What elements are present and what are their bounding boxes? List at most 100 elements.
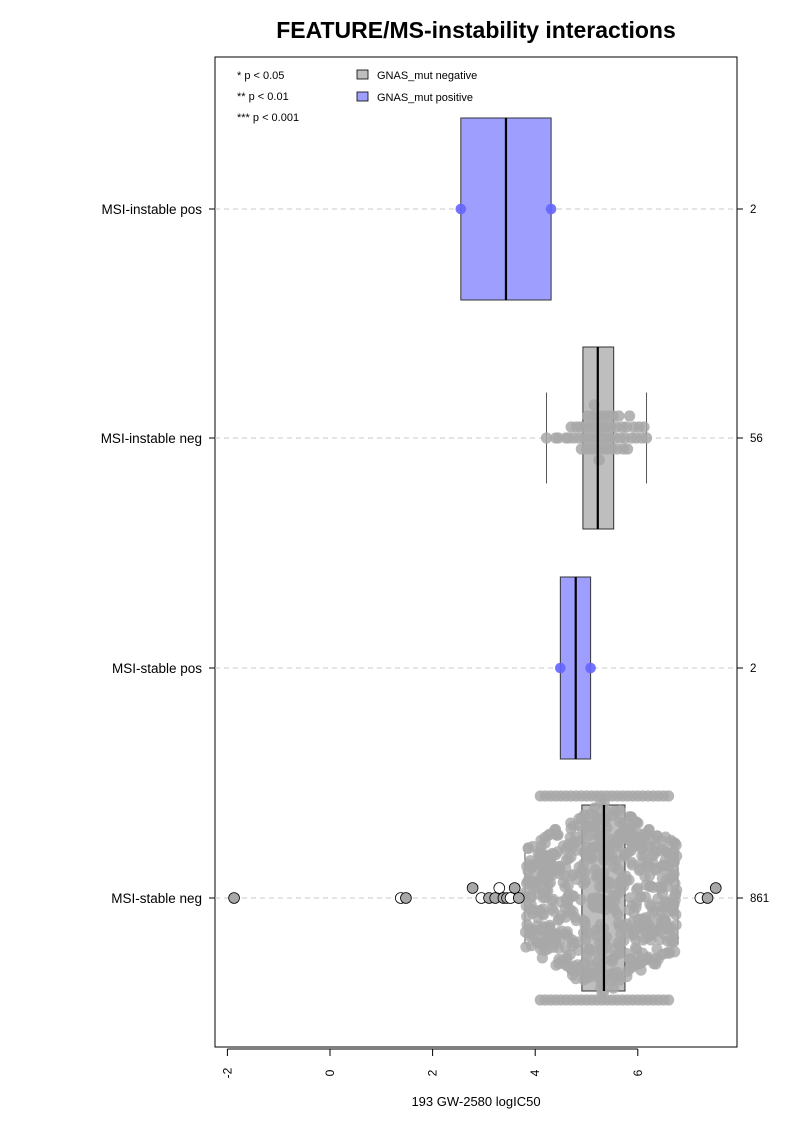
data-point [581,950,593,962]
data-point [580,971,592,984]
data-point [667,853,680,865]
data-point [613,829,625,842]
outlier-point [493,882,506,894]
data-point [632,817,644,829]
data-point [613,410,625,422]
legend-swatch [356,69,369,80]
data-point [649,917,661,929]
legend: * p < 0.05 ** p < 0.01 *** p < 0.001 GNAS_m… [237,69,477,124]
data-point [610,855,622,867]
legend-swatch [356,91,369,102]
data-point [547,941,559,953]
data-point [614,816,626,828]
x-axis-label: 193 GW-2580 logIC50 [411,1094,540,1109]
group-count-label: 2 [750,204,756,216]
data-point [591,946,603,958]
data-point [562,931,574,943]
data-point [636,843,648,855]
data-point [667,864,680,876]
data-point [609,971,621,983]
data-point [534,924,546,936]
data-point [634,862,646,875]
data-point [670,909,682,921]
data-point [641,952,653,965]
data-point [523,875,535,887]
data-point [670,919,682,931]
category-label: MSI-stable neg [111,891,202,906]
data-point [540,873,552,885]
data-point [582,926,594,939]
data-point [577,858,590,870]
x-tick-label: 6 [631,1069,645,1076]
data-point [597,985,610,998]
data-point [566,841,578,854]
data-point [552,829,564,841]
category-label: MSI-instable neg [101,431,202,446]
data-point [552,846,564,858]
data-point [553,953,565,966]
data-point [623,904,635,916]
data-point [656,860,668,872]
data-point [582,849,594,861]
group-count-label: 861 [750,893,769,905]
x-tick-label: -2 [220,1067,234,1078]
data-point [520,900,532,912]
outlier-point [228,892,240,904]
data-point [625,828,637,840]
data-point [541,885,553,897]
legend-label: GNAS_mut positive [377,92,473,104]
data-point [555,662,566,674]
data-point [630,934,642,946]
data-point [592,831,604,843]
data-point [668,932,680,944]
data-point [566,969,579,981]
data-point [669,894,681,906]
data-point [646,850,658,862]
data-point [552,432,564,444]
data-point [571,873,583,886]
outlier-point [709,882,722,894]
data-point [580,819,593,832]
data-point [589,864,602,876]
data-point [632,882,644,894]
data-point [572,936,584,948]
data-point [553,913,565,925]
legend-label: GNAS_mut negative [377,70,477,82]
data-point [639,916,652,928]
x-tick-label: 2 [426,1069,440,1076]
data-point [570,914,582,927]
outlier-point [508,882,521,894]
data-point [586,899,599,911]
data-point [663,946,675,958]
group-count-label: 56 [750,433,763,445]
data-point [665,872,677,884]
plot-layer: -2 0 2 4 6 MSI-instable pos 2 MSI-instable neg 5… [101,117,769,1078]
significance-legend-item: ** p < 0.01 [237,91,289,103]
chart-title: FEATURE/MS-instability interactions [276,17,676,43]
group-count-label: 2 [750,663,756,675]
data-point [564,831,576,844]
plot-frame [214,56,738,1048]
data-point [545,203,557,215]
data-point [589,802,601,814]
data-point [614,805,626,817]
data-point [612,863,625,876]
significance-legend-item: * p < 0.05 [237,70,284,82]
data-point [620,874,632,887]
data-point [546,895,558,907]
x-tick-label: 0 [323,1069,337,1076]
data-point [585,662,596,674]
data-point [525,890,537,902]
data-point [623,410,636,422]
data-point [560,893,572,906]
data-point [593,454,605,466]
data-point [613,948,625,960]
data-point [553,860,566,873]
data-point [662,790,675,802]
data-point [538,944,551,957]
data-point [578,809,590,821]
data-point [640,432,653,444]
data-point [654,882,666,894]
data-point [579,915,591,928]
data-point [550,929,562,941]
